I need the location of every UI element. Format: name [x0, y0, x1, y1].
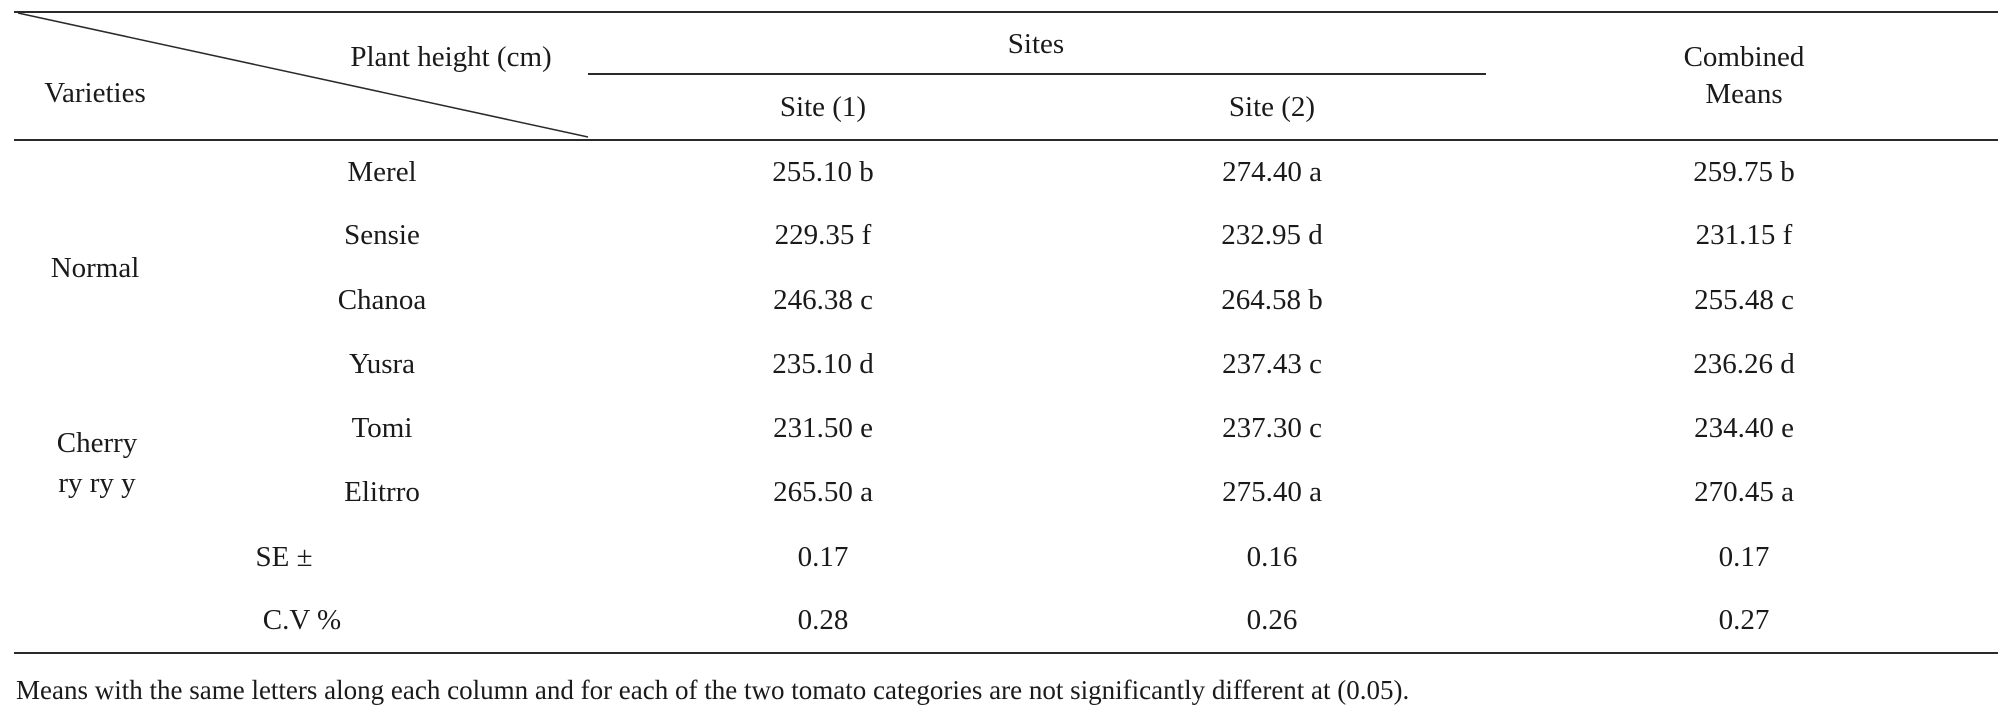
site2-header: Site (2) [1228, 91, 1316, 123]
combined-cell: 255.48 c [1694, 284, 1794, 316]
corner-label-varieties: Varieties [44, 77, 146, 109]
combined-cell: 231.15 f [1695, 219, 1793, 251]
site2-cell: 275.40 a [1222, 476, 1322, 508]
variety-cell: Elitrro [344, 476, 420, 508]
combined-header-line2: Means [1705, 78, 1783, 110]
combined-cell: 0.17 [1718, 541, 1770, 573]
corner-label-plant-height: Plant height (cm) [350, 41, 552, 73]
site2-cell: 237.43 c [1222, 348, 1322, 380]
site1-cell: 265.50 a [773, 476, 873, 508]
category-normal: Normal [50, 252, 140, 284]
table-bottom-rule [14, 652, 1998, 654]
site2-cell: 0.26 [1246, 604, 1298, 636]
site2-cell: 237.30 c [1222, 412, 1322, 444]
site1-cell: 0.28 [797, 604, 849, 636]
variety-cell: Merel [347, 156, 417, 188]
stat-label: C.V % [262, 604, 342, 636]
sites-group-header: Sites [1007, 28, 1065, 60]
site1-cell: 246.38 c [773, 284, 873, 316]
stat-label: SE ± [255, 541, 313, 573]
variety-cell: Yusra [348, 348, 416, 380]
site1-cell: 229.35 f [774, 219, 872, 251]
site1-cell: 235.10 d [772, 348, 874, 380]
variety-cell: Sensie [344, 219, 420, 251]
variety-cell: Chanoa [337, 284, 427, 316]
table-footnote: Means with the same letters along each c… [16, 675, 1410, 705]
table-top-rule [14, 11, 1998, 13]
combined-cell: 259.75 b [1693, 156, 1795, 188]
site2-cell: 274.40 a [1222, 156, 1322, 188]
site2-cell: 264.58 b [1221, 284, 1323, 316]
combined-cell: 234.40 e [1694, 412, 1794, 444]
combined-cell: 236.26 d [1693, 348, 1795, 380]
combined-cell: 0.27 [1718, 604, 1770, 636]
site1-cell: 231.50 e [773, 412, 873, 444]
combined-header-line1: Combined [1683, 41, 1805, 73]
site1-cell: 255.10 b [772, 156, 874, 188]
site2-cell: 232.95 d [1221, 219, 1323, 251]
site1-header: Site (1) [779, 91, 867, 123]
category-cherry-line1: Cherry [56, 427, 138, 459]
category-cherry-line2: ry ry y [58, 467, 136, 499]
combined-cell: 270.45 a [1694, 476, 1794, 508]
sites-group-rule [588, 73, 1486, 75]
site2-cell: 0.16 [1246, 541, 1298, 573]
site1-cell: 0.17 [797, 541, 849, 573]
variety-cell: Tomi [351, 412, 413, 444]
header-bottom-rule [14, 139, 1998, 141]
